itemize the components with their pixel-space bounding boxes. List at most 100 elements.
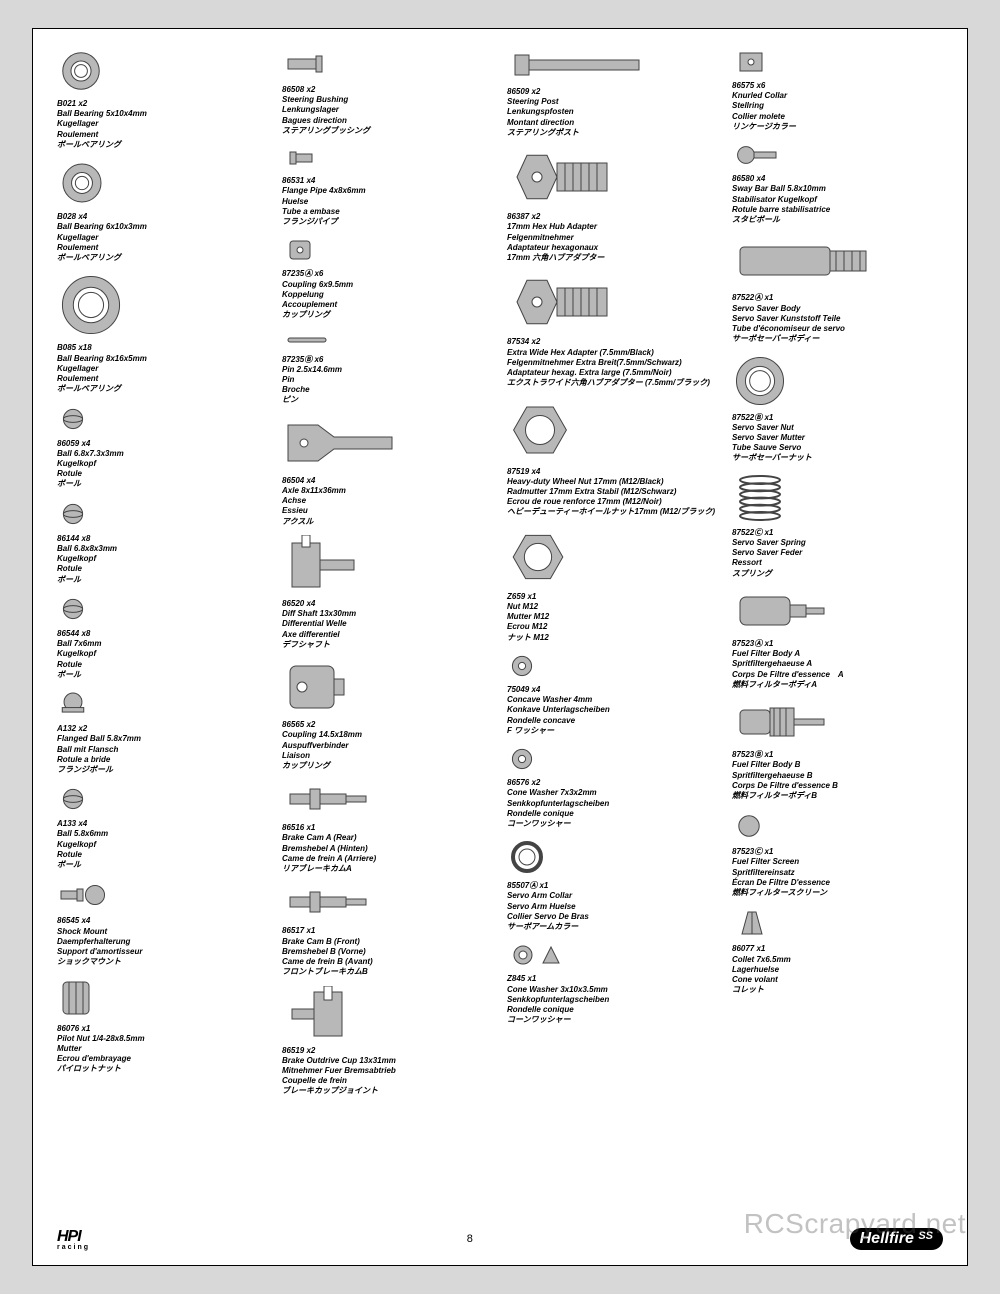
part-text-line: ヘビーデューティーホイールナット17mm (M12/ブラック) — [507, 507, 718, 517]
part-illustration — [57, 271, 268, 339]
part-text-line: Fuel Filter Screen — [732, 857, 943, 867]
part-text-line: B021 x2 — [57, 99, 268, 109]
part-text-line: 17mm 六角ハブアダプター — [507, 253, 718, 263]
part-text-line: サーボアームカラー — [507, 922, 718, 932]
part-text-line: フロントブレーキカムB — [282, 967, 493, 977]
part-text-line: Shock Mount — [57, 927, 268, 937]
part-text-line: Collier Servo De Bras — [507, 912, 718, 922]
part-text: 87235Ⓑ x6Pin 2.5x14.6mmPinBrocheピン — [282, 355, 493, 406]
part-text-line: 87534 x2 — [507, 337, 718, 347]
part-text-line: Rotule — [57, 564, 268, 574]
part-illustration — [507, 397, 718, 463]
part-illustration — [732, 587, 943, 635]
part-text-line: Felgenmitnehmer Extra Breit(7.5mm/Schwar… — [507, 358, 718, 368]
part-text-line: Pin 2.5x14.6mm — [282, 365, 493, 375]
part-illustration — [282, 414, 493, 472]
part-illustration — [507, 526, 718, 588]
part-entry: B021 x2Ball Bearing 5x10x4mmKugellagerRo… — [57, 47, 268, 150]
part-entry: 86580 x4Sway Bar Ball 5.8x10mmStabilisat… — [732, 140, 943, 225]
part-text-line: Brake Cam A (Rear) — [282, 833, 493, 843]
part-text-line: Support d'amortisseur — [57, 947, 268, 957]
part-text-line: B028 x4 — [57, 212, 268, 222]
part-text-line: Rotule a bride — [57, 755, 268, 765]
part-text-line: 87523Ⓒ x1 — [732, 847, 943, 857]
part-text-line: Stabilisator Kugelkopf — [732, 195, 943, 205]
part-text-line: 86576 x2 — [507, 778, 718, 788]
part-text-line: Differential Welle — [282, 619, 493, 629]
part-text: 86076 x1Pilot Nut 1/4-28x8.5mmMutterEcro… — [57, 1024, 268, 1075]
part-text-line: Rondelle concave — [507, 716, 718, 726]
part-text-line: A132 x2 — [57, 724, 268, 734]
part-text-line: Ecrou d'embrayage — [57, 1054, 268, 1064]
part-text-line: Accouplement — [282, 300, 493, 310]
part-entry: 86520 x4Diff Shaft 13x30mmDifferential W… — [282, 535, 493, 650]
part-entry: B028 x4Ball Bearing 6x10x3mmKugellagerRo… — [57, 158, 268, 263]
part-entry: 86576 x2Cone Washer 7x3x2mmSenkkopfunter… — [507, 744, 718, 829]
part-text-line: Ball 5.8x6mm — [57, 829, 268, 839]
part-text-line: Bagues direction — [282, 116, 493, 126]
part-text-line: Roulement — [57, 243, 268, 253]
part-text-line: Liaison — [282, 751, 493, 761]
part-text-line: 86575 x6 — [732, 81, 943, 91]
part-illustration — [57, 783, 268, 815]
part-entry: 87522Ⓑ x1Servo Saver NutServo Saver Mutt… — [732, 353, 943, 464]
part-text-line: Servo Saver Feder — [732, 548, 943, 558]
part-text-line: Axle 8x11x36mm — [282, 486, 493, 496]
part-text-line: スタビボール — [732, 215, 943, 225]
part-text-line: Kugelkopf — [57, 554, 268, 564]
part-entry: 87534 x2Extra Wide Hex Adapter (7.5mm/Bl… — [507, 271, 718, 388]
part-text-line: コレット — [732, 985, 943, 995]
part-text-line: Ball 7x6mm — [57, 639, 268, 649]
part-text: 86516 x1Brake Cam A (Rear)Bremshebel A (… — [282, 823, 493, 874]
part-text-line: Achse — [282, 496, 493, 506]
part-entry: 87523Ⓑ x1Fuel Filter Body BSpritfilterge… — [732, 698, 943, 801]
part-text-line: Z659 x1 — [507, 592, 718, 602]
part-illustration — [732, 809, 943, 843]
part-entry: B085 x18Ball Bearing 8x16x5mmKugellagerR… — [57, 271, 268, 394]
part-text: 86504 x4Axle 8x11x36mmAchseEssieuアクスル — [282, 476, 493, 527]
part-text-line: 86059 x4 — [57, 439, 268, 449]
part-text-line: Heavy-duty Wheel Nut 17mm (M12/Black) — [507, 477, 718, 487]
part-text-line: Nut M12 — [507, 602, 718, 612]
part-illustration — [282, 144, 493, 172]
part-text-line: ナット M12 — [507, 633, 718, 643]
part-illustration — [507, 837, 718, 877]
part-text-line: Servo Saver Kunststoff Teile — [732, 314, 943, 324]
page-number: 8 — [467, 1233, 473, 1245]
part-entry: 86516 x1Brake Cam A (Rear)Bremshebel A (… — [282, 779, 493, 874]
part-illustration — [732, 353, 943, 409]
part-illustration — [282, 47, 493, 81]
part-text-line: Collier molete — [732, 112, 943, 122]
part-text-line: Came de frein B (Avant) — [282, 957, 493, 967]
part-text-line: ボール — [57, 479, 268, 489]
part-text-line: Ball 6.8x7.3x3mm — [57, 449, 268, 459]
part-text-line: Cone volant — [732, 975, 943, 985]
part-text: 86520 x4Diff Shaft 13x30mmDifferential W… — [282, 599, 493, 650]
part-text-line: リンケージカラー — [732, 122, 943, 132]
part-illustration — [732, 698, 943, 746]
part-entry: 86504 x4Axle 8x11x36mmAchseEssieuアクスル — [282, 414, 493, 527]
columns-container: B021 x2Ball Bearing 5x10x4mmKugellagerRo… — [57, 47, 943, 1207]
part-entry: 87235Ⓐ x6Coupling 6x9.5mmKoppelungAccoup… — [282, 235, 493, 320]
part-text-line: Felgenmitnehmer — [507, 233, 718, 243]
part-entry: 86508 x2Steering BushingLenkungslagerBag… — [282, 47, 493, 136]
part-text: 87522Ⓐ x1Servo Saver BodyServo Saver Kun… — [732, 293, 943, 344]
part-text-line: Corps De Filtre d'essence A — [732, 670, 943, 680]
part-text: 87235Ⓐ x6Coupling 6x9.5mmKoppelungAccoup… — [282, 269, 493, 320]
part-text-line: ピン — [282, 395, 493, 405]
part-illustration — [732, 140, 943, 170]
part-text-line: Rondelle conique — [507, 1005, 718, 1015]
part-text: 87523Ⓐ x1Fuel Filter Body ASpritfilterge… — [732, 639, 943, 690]
part-text-line: 87523Ⓐ x1 — [732, 639, 943, 649]
part-text-line: フランジパイプ — [282, 217, 493, 227]
part-text-line: 86077 x1 — [732, 944, 943, 954]
part-text: 86387 x217mm Hex Hub AdapterFelgenmitneh… — [507, 212, 718, 263]
part-text: 86576 x2Cone Washer 7x3x2mmSenkkopfunter… — [507, 778, 718, 829]
part-illustration — [57, 47, 268, 95]
part-entry: 87523Ⓐ x1Fuel Filter Body ASpritfilterge… — [732, 587, 943, 690]
part-entry: 87523Ⓒ x1Fuel Filter ScreenSpritfilterei… — [732, 809, 943, 898]
part-entry: 87235Ⓑ x6Pin 2.5x14.6mmPinBrocheピン — [282, 329, 493, 406]
part-illustration — [507, 651, 718, 681]
part-text-line: Rondelle conique — [507, 809, 718, 819]
part-illustration — [732, 233, 943, 289]
